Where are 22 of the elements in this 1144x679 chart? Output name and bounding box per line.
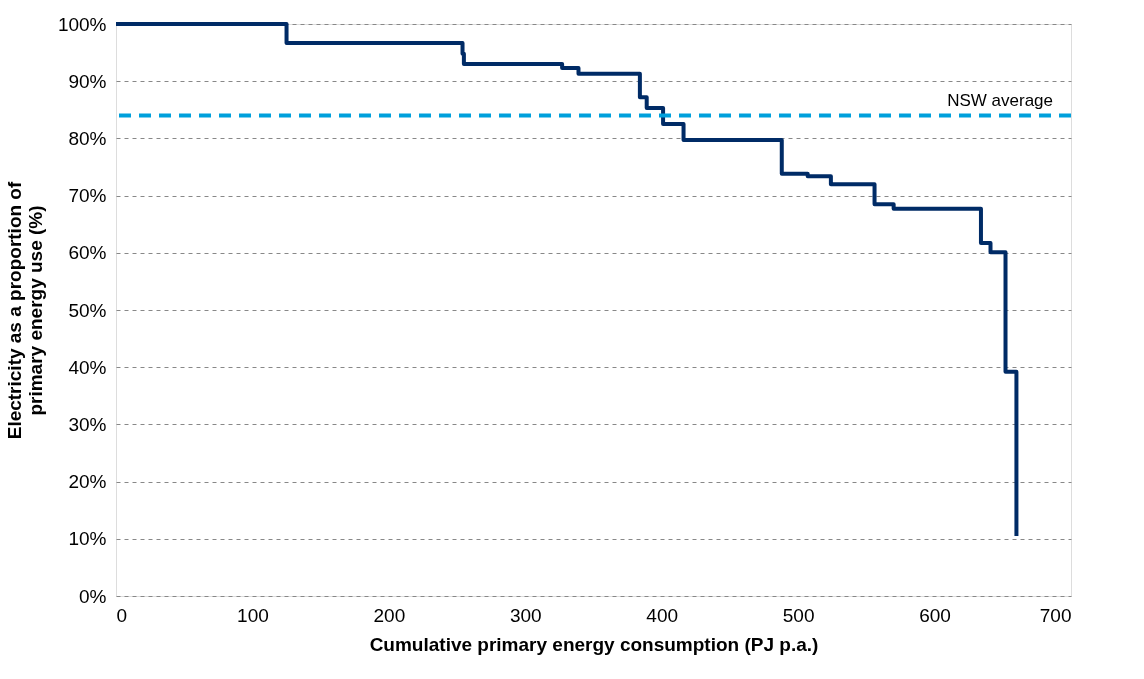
x-tick-label: 600 — [919, 604, 951, 626]
x-tick-label: 100 — [237, 604, 269, 626]
y-tick-label: 100% — [57, 13, 107, 35]
x-tick-label: 700 — [1039, 604, 1072, 626]
x-tick-label: 400 — [646, 604, 679, 626]
y-tick-label: 20% — [68, 471, 107, 493]
y-tick-label: 80% — [68, 127, 107, 149]
y-tick-label: 40% — [68, 356, 107, 378]
x-tick-label: 500 — [782, 604, 815, 626]
y-tick-label: 60% — [68, 242, 107, 264]
y-tick-label: 30% — [68, 413, 107, 435]
y-tick-label: 50% — [68, 299, 107, 321]
x-axis-title: Cumulative primary energy consumption (PJ p.a.) — [369, 633, 819, 655]
y-tick-label: 0% — [79, 585, 107, 607]
x-tick-label: 200 — [373, 604, 406, 626]
x-tick-label: 300 — [509, 604, 542, 626]
y-tick-label: 70% — [68, 185, 107, 207]
y-tick-label: 10% — [68, 528, 107, 550]
x-tick-label: 0 — [116, 604, 128, 626]
y-axis-title: Electricity as a proportion of primary energy use (%) — [3, 181, 46, 440]
y-tick-label: 90% — [68, 70, 107, 92]
ref-line-label: NSW average — [947, 90, 1053, 110]
